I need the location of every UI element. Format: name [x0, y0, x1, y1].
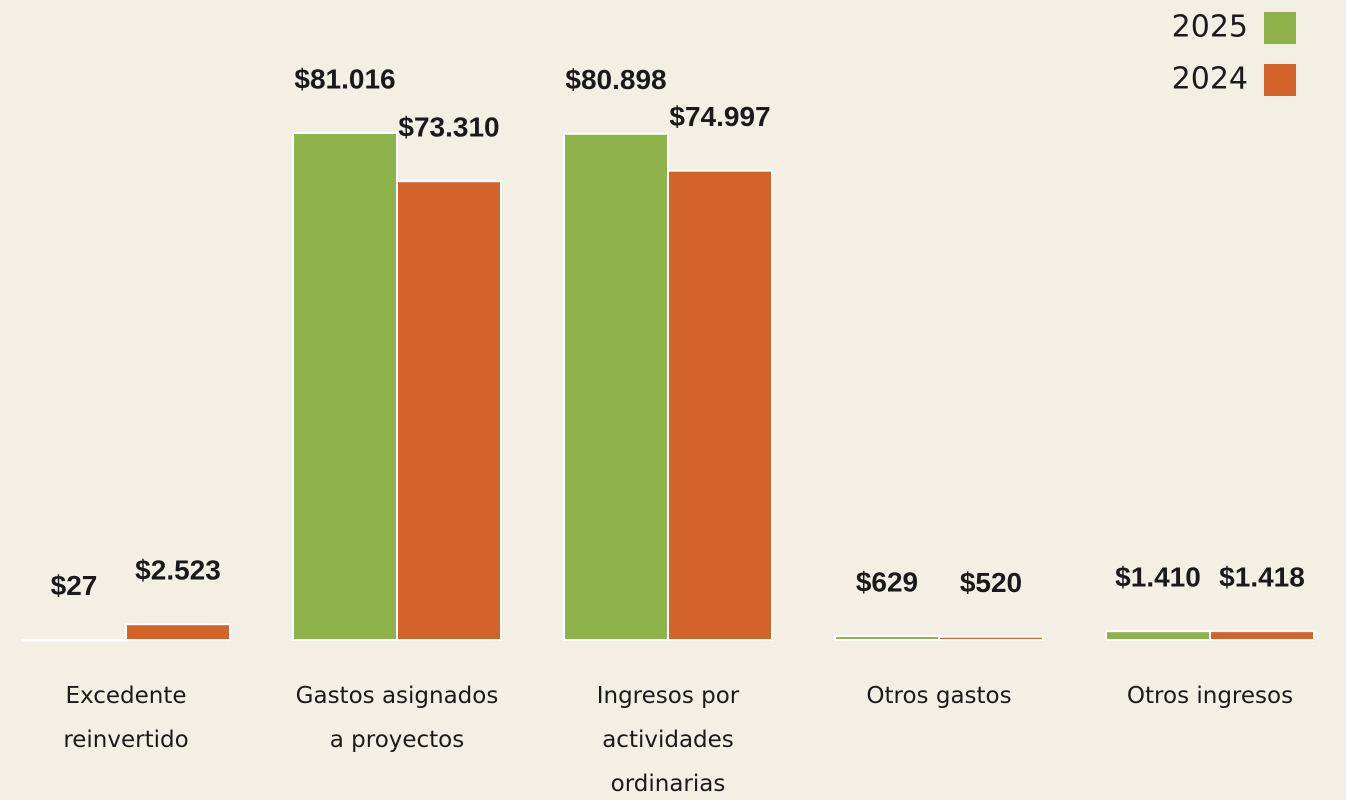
- bar: [1209, 630, 1315, 641]
- bar: [1105, 630, 1211, 642]
- bar: [667, 169, 773, 641]
- bar: [563, 132, 669, 642]
- value-label: $1.418: [1219, 562, 1305, 593]
- value-label: $629: [856, 566, 918, 597]
- value-label: $80.898: [565, 64, 666, 95]
- legend-swatch: [1264, 64, 1296, 96]
- value-label: $73.310: [398, 112, 499, 143]
- x-tick-label: Gastos asignados a proyectos: [295, 683, 499, 753]
- x-tick-label: Otros gastos: [866, 683, 1012, 709]
- value-label: $2.523: [135, 555, 221, 586]
- value-label: $520: [960, 567, 1022, 598]
- bar: [125, 623, 231, 641]
- bar: [938, 635, 1044, 642]
- bar: [21, 638, 127, 642]
- bar: [396, 180, 502, 641]
- value-label: $1.410: [1115, 562, 1201, 593]
- legend-swatch: [1264, 12, 1296, 44]
- bar: [834, 635, 940, 642]
- value-label: $81.016: [294, 63, 395, 94]
- value-label: $74.997: [669, 101, 770, 132]
- value-label: $27: [51, 570, 98, 601]
- legend-label: 2025: [1172, 10, 1248, 45]
- x-tick-label: Excedente reinvertido: [63, 683, 189, 753]
- bar: [292, 132, 398, 641]
- x-tick-label: Otros ingresos: [1126, 683, 1294, 709]
- x-tick-label: Ingresos por actividades ordinarias: [596, 683, 740, 797]
- legend-label: 2024: [1172, 62, 1248, 97]
